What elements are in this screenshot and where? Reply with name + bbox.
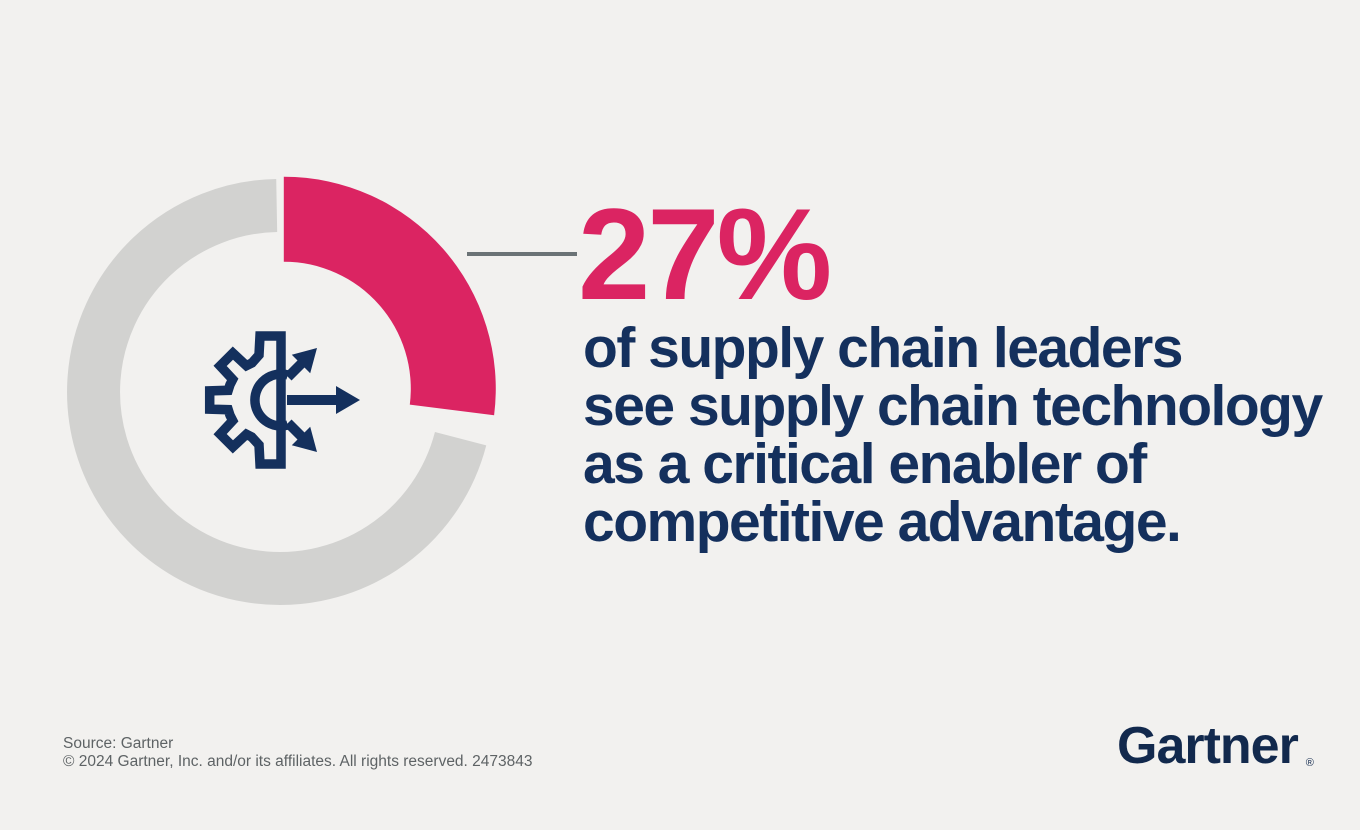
half-gear-outline <box>204 331 286 469</box>
arrow-down-shaft <box>284 419 307 442</box>
gear-arrows-icon <box>204 331 360 469</box>
stat-value: 27% <box>578 181 832 327</box>
half-ring <box>250 369 289 431</box>
arrow-up-shaft <box>284 358 307 381</box>
donut-track <box>67 179 487 605</box>
stat-line: of supply chain leaders <box>583 316 1184 380</box>
donut-chart <box>67 176 496 605</box>
stat-line: competitive advantage. <box>583 490 1182 554</box>
gartner-logo: Gartner ® <box>1117 717 1314 775</box>
registered-mark-icon: ® <box>1305 757 1314 769</box>
connector-line <box>467 252 577 256</box>
arrow-right-head <box>336 386 360 414</box>
stat-line: see supply chain technology <box>583 374 1323 438</box>
arrow-down-head <box>291 426 317 452</box>
stat-line: as a critical enabler of <box>583 432 1147 496</box>
source-text: Source: Gartner <box>63 735 174 752</box>
donut-segment <box>283 176 496 416</box>
stat-description: of supply chain leaders see supply chain… <box>583 319 1323 551</box>
arrow-up-head <box>291 348 317 374</box>
copyright-text: © 2024 Gartner, Inc. and/or its affiliat… <box>63 752 533 770</box>
footer-note: Source: Gartner © 2024 Gartner, Inc. and… <box>63 735 533 770</box>
gartner-wordmark: Gartner <box>1117 717 1299 775</box>
